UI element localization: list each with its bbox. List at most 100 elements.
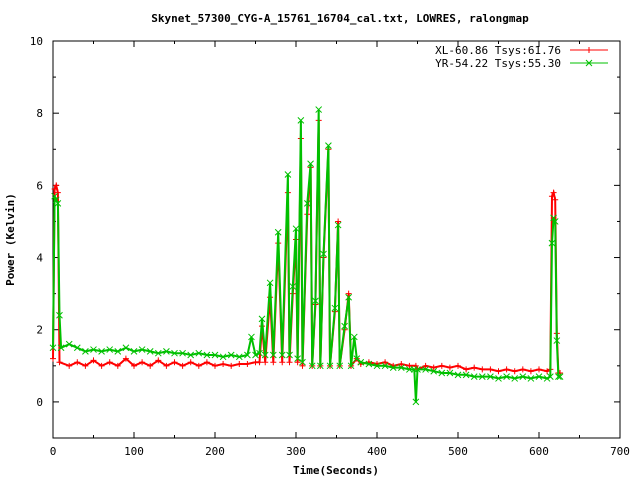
series-2-point: [73, 344, 81, 352]
x-tick-label: 500: [448, 445, 468, 458]
y-tick-label: 6: [36, 179, 43, 192]
series-2-point: [244, 351, 251, 359]
x-tick-label: 200: [205, 445, 225, 458]
series-2-point: [54, 200, 62, 207]
series-2-point: [114, 348, 122, 355]
series-1-point: [345, 290, 352, 297]
series-2-point: [57, 344, 65, 352]
series-2-point: [248, 333, 255, 341]
series-2-point: [495, 375, 502, 382]
series-2-point: [303, 200, 311, 207]
series-2-point: [256, 349, 263, 357]
series-2-point: [345, 293, 353, 301]
y-tick-label: 8: [36, 107, 43, 120]
series-layer: [49, 106, 564, 406]
series-2-point: [551, 218, 559, 225]
x-tick-label: 400: [367, 445, 387, 458]
series-2-point: [535, 373, 543, 380]
series-2-point: [511, 375, 519, 382]
series-1-point: [286, 359, 293, 366]
series-1-point: [131, 362, 137, 369]
x-tick-label: 100: [124, 445, 144, 458]
series-1-point: [90, 357, 97, 364]
series-2-point: [341, 322, 348, 330]
series-2-point: [331, 304, 339, 312]
series-1-point: [122, 355, 129, 362]
series-1-point: [479, 366, 486, 373]
series-2: [49, 106, 564, 406]
series-2-point: [284, 171, 292, 178]
series-1-point: [66, 362, 73, 369]
series-1-point: [163, 362, 170, 369]
series-2-point: [195, 349, 203, 357]
series-1-point: [82, 362, 89, 369]
series-1-point: [171, 359, 178, 366]
series-2-point: [278, 351, 286, 359]
series-2-point: [203, 351, 211, 359]
series-2-line: [52, 109, 561, 402]
series-1-point: [51, 185, 58, 192]
x-tick-label: 300: [286, 445, 306, 458]
legend-label: YR-54.22 Tsys:55.30: [435, 57, 561, 70]
series-2-point: [130, 348, 138, 355]
series-1-point: [179, 362, 186, 369]
series-1-point: [139, 359, 146, 366]
series-1-point: [550, 189, 557, 196]
series-1-point: [511, 368, 518, 375]
series-2-point: [286, 351, 293, 359]
y-axis-label: Power (Kelvin): [4, 193, 17, 286]
series-1-point: [495, 368, 502, 375]
series-1-point: [236, 361, 243, 368]
series-2-point: [274, 228, 282, 236]
series-1-point: [552, 196, 559, 203]
series-2-point: [316, 362, 324, 370]
series-2-point: [519, 373, 527, 380]
series-2-point: [397, 364, 405, 371]
series-2-point: [90, 346, 97, 353]
series-1-point: [212, 362, 218, 369]
series-1-point: [527, 368, 534, 375]
series-2-point: [548, 239, 556, 247]
series-1-point: [455, 362, 461, 369]
y-tick-label: 4: [36, 252, 43, 265]
y-tick-label: 2: [36, 324, 43, 337]
series-2-point: [410, 366, 418, 373]
series-1-point: [519, 366, 526, 373]
series-2-point: [163, 348, 170, 355]
series-1-point: [406, 362, 413, 369]
series-2-point: [82, 348, 89, 355]
series-1-point: [487, 366, 494, 373]
series-1-point: [294, 359, 301, 366]
series-2-point: [292, 225, 300, 233]
series-2-point: [252, 351, 259, 359]
series-2-point: [179, 349, 186, 357]
series-2-point: [389, 364, 397, 371]
series-2-point: [315, 106, 323, 113]
series-2-point: [553, 337, 561, 344]
series-2-point: [219, 353, 227, 361]
series-2-point: [438, 369, 446, 377]
series-2-point: [289, 283, 297, 290]
series-1-point: [256, 359, 263, 366]
series-2-point: [308, 362, 316, 370]
x-tick-label: 600: [529, 445, 549, 458]
series-2-point: [154, 349, 162, 357]
series-1-point: [503, 366, 510, 373]
series-2-point: [51, 192, 58, 200]
series-2-point: [487, 373, 494, 380]
series-1-point: [54, 189, 61, 196]
x-tick-label: 700: [610, 445, 630, 458]
series-2-point: [462, 371, 470, 379]
series-2-point: [266, 279, 274, 287]
series-2-point: [98, 348, 105, 355]
series-1-point: [422, 362, 429, 369]
series-2-point: [211, 351, 219, 359]
series-1-point: [430, 364, 437, 371]
series-1-point: [106, 359, 113, 366]
series-1-point: [536, 366, 542, 373]
x-axis-label: Time(Seconds): [293, 464, 379, 477]
series-1-point: [53, 182, 60, 189]
series-1-point: [147, 362, 154, 369]
series-2-point: [56, 311, 63, 319]
